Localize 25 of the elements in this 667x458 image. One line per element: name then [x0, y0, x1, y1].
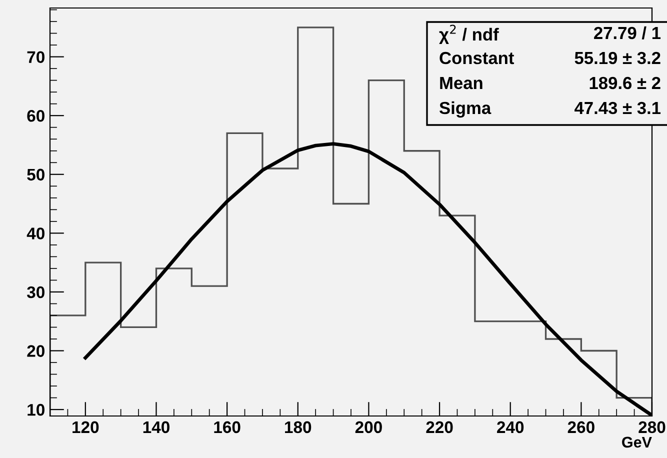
annotation: Sigma — [440, 101, 492, 118]
y-tick-label: 50 — [27, 168, 44, 181]
x-tick-label: 200 — [355, 421, 382, 434]
x-tick-label: 120 — [72, 421, 99, 434]
annotation: Constant — [440, 52, 514, 64]
x-tick-label: 180 — [285, 421, 312, 434]
x-tick-label: 160 — [214, 421, 240, 434]
annotation: 55.19 ± 3.2 — [574, 52, 660, 64]
annotation: 27.79 / 1 — [594, 26, 661, 40]
y-tick-label: 10 — [28, 404, 44, 416]
x-tick-label: 260 — [568, 421, 594, 434]
x-axis-title: GeV — [622, 436, 652, 448]
y-tick-label: 70 — [27, 51, 44, 63]
x-tick-label: 140 — [143, 421, 170, 434]
annotation: 47.43 ± 3.1 — [574, 102, 661, 114]
x-tick-label: 280 — [638, 421, 666, 434]
annotation: 189.6 ± 2 — [590, 76, 660, 90]
annotation: Mean — [440, 77, 482, 90]
annotation: χ$^{2}$ / ndf — [439, 24, 499, 44]
y-tick-label: 60 — [27, 110, 44, 122]
y-tick-label: 20 — [27, 345, 44, 357]
y-tick-label: 30 — [26, 286, 44, 298]
x-tick-label: 240 — [497, 421, 524, 434]
x-tick-label: 220 — [426, 421, 453, 434]
y-tick-label: 40 — [26, 228, 44, 240]
